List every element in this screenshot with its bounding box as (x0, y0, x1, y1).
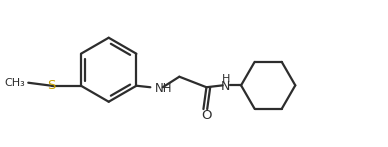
Text: S: S (47, 79, 56, 92)
Text: CH₃: CH₃ (5, 78, 25, 88)
Text: N: N (221, 80, 230, 93)
Text: H: H (222, 74, 230, 84)
Text: NH: NH (155, 82, 172, 95)
Text: O: O (201, 109, 212, 122)
